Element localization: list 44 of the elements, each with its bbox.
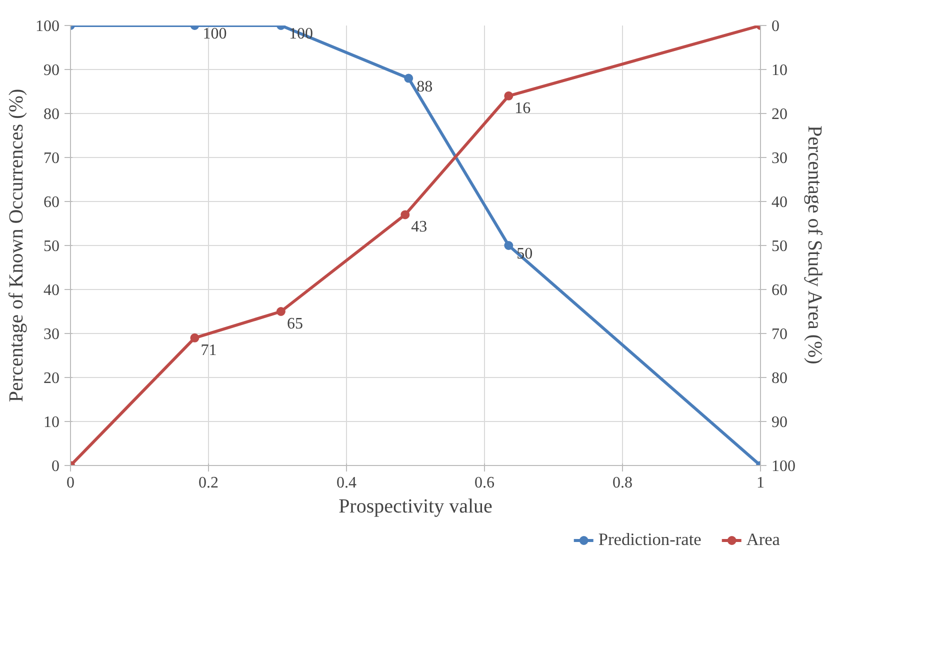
y-tick-label: 70 — [44, 150, 60, 167]
y-tick-label: 50 — [44, 238, 60, 255]
y2-tick-label: 0 — [772, 18, 780, 35]
y-tick-label: 30 — [44, 326, 60, 343]
x-tick-label: 0.2 — [198, 474, 218, 492]
legend-label: Prediction-rate — [598, 530, 702, 550]
data-label: 71 — [200, 342, 217, 359]
data-label: 65 — [286, 316, 303, 332]
y2-tick-label: 70 — [772, 326, 788, 343]
x-tick-label: 1 — [756, 474, 764, 492]
data-label: 43 — [411, 218, 428, 236]
point — [190, 333, 200, 342]
y2-tick-label: 90 — [772, 414, 788, 431]
y2-tick-label: 80 — [772, 370, 788, 387]
y-tick-label: 80 — [44, 106, 60, 123]
data-label: 16 — [514, 100, 531, 117]
y2-tick-label: 20 — [772, 106, 788, 123]
y-tick-label: 40 — [44, 282, 60, 299]
y2-tick-label: 100 — [772, 458, 796, 475]
y-tick-label: 60 — [44, 194, 60, 211]
point — [276, 307, 286, 316]
y-tick-label: 100 — [36, 18, 60, 35]
y-tick-label: 10 — [44, 414, 60, 431]
y2-tick-label: 10 — [772, 62, 788, 79]
x-tick-label: 0 — [66, 474, 74, 492]
y-tick-label: 90 — [44, 62, 60, 79]
x-tick-label: 0.4 — [336, 474, 356, 492]
data-label: 88 — [416, 78, 433, 96]
point — [504, 241, 514, 250]
y2-axis-title: Percentage of Study Area (%) — [804, 126, 826, 364]
point — [400, 210, 410, 220]
legend-label: Area — [746, 530, 780, 550]
x-tick-label: 0.6 — [474, 474, 494, 492]
y-tick-label: 20 — [44, 370, 60, 387]
x-tick-label: 0.8 — [612, 474, 632, 492]
y-tick-label: 0 — [52, 458, 60, 475]
y2-tick-label: 50 — [772, 238, 788, 255]
y2-tick-label: 30 — [772, 150, 788, 167]
y-axis-title: Percentage of Known Occurrences (%) — [6, 88, 28, 402]
y2-tick-label: 60 — [772, 282, 788, 299]
x-axis-title: Prospectivity value — [338, 496, 493, 518]
data-label: 100 — [202, 26, 227, 42]
y2-tick-label: 40 — [772, 194, 788, 211]
data-label: 50 — [516, 246, 533, 262]
